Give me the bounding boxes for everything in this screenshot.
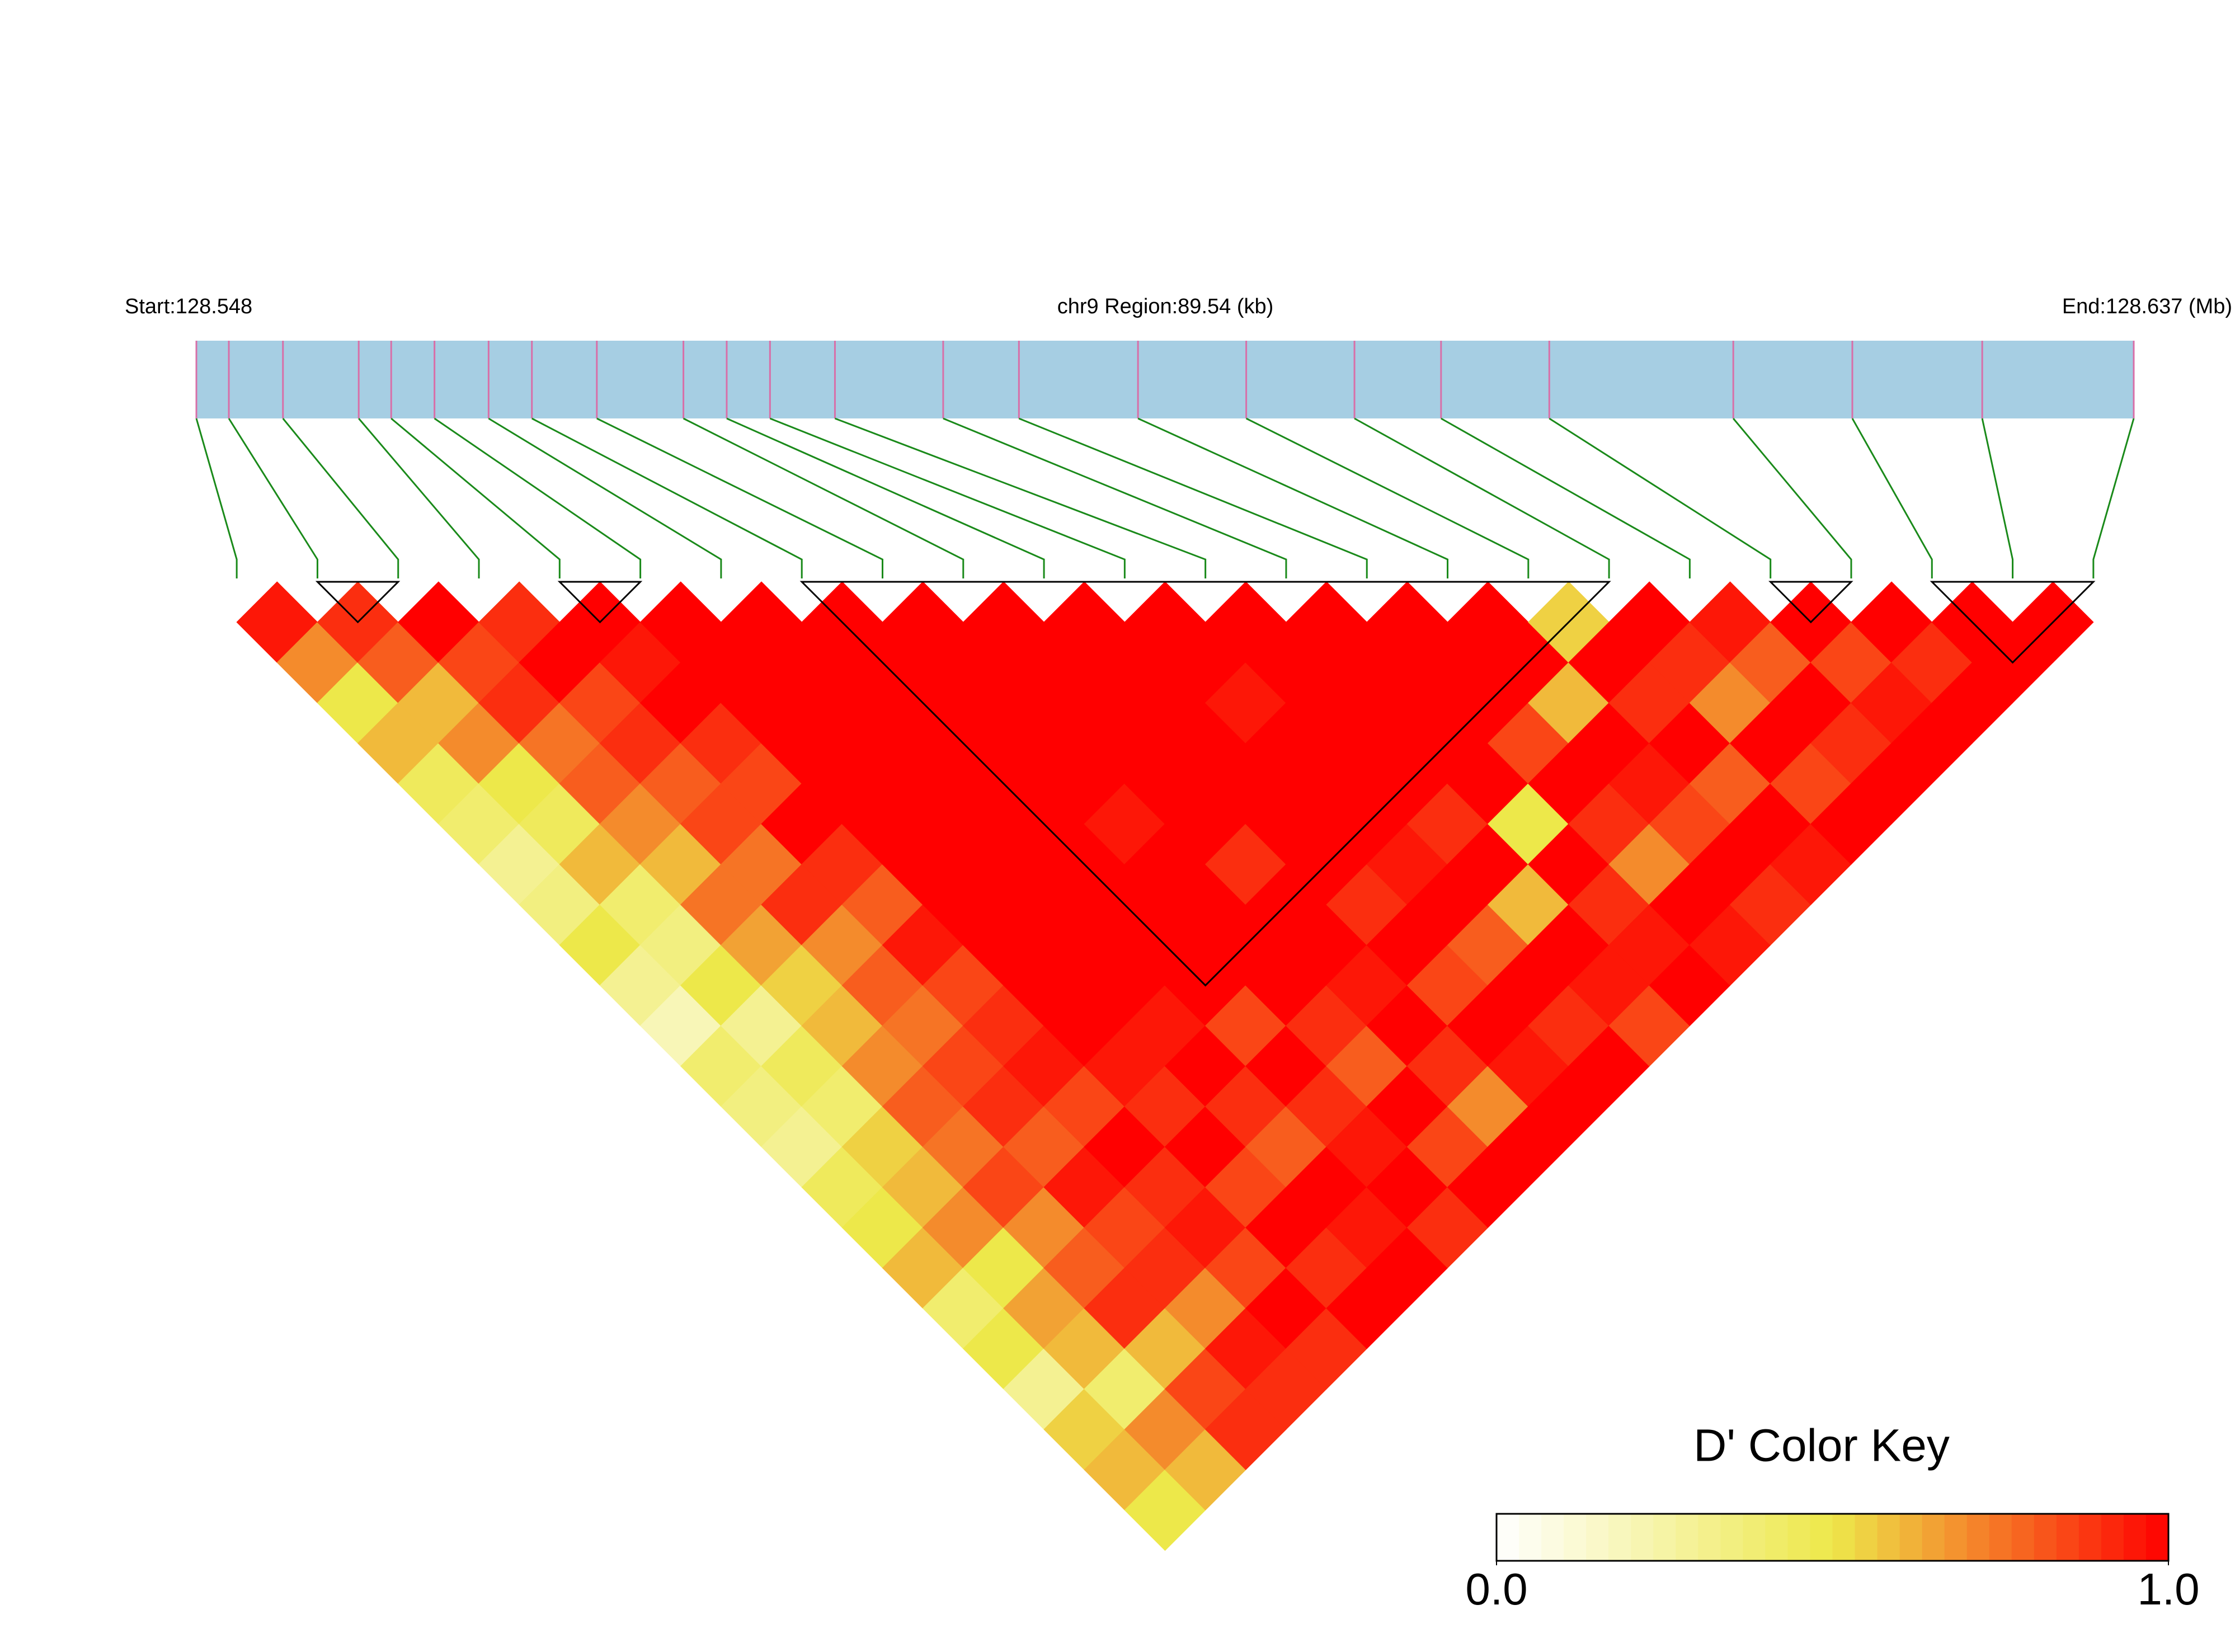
ld-cells: [236, 581, 2094, 1551]
color-key-step: [1944, 1514, 1968, 1561]
color-key-step: [2011, 1514, 2035, 1561]
color-key-step: [1743, 1514, 1766, 1561]
start-label: Start:128.548: [125, 295, 252, 318]
color-key-step: [1832, 1514, 1856, 1561]
haplotype-block: [1930, 581, 2096, 664]
snp-connector: [1981, 418, 2014, 578]
color-key-step: [1877, 1514, 1900, 1561]
snp-connector: [1354, 417, 1610, 578]
snp-connector: [1441, 417, 1691, 578]
color-key-step: [2145, 1514, 2169, 1561]
snp-connector: [769, 417, 1126, 578]
color-key-step: [2056, 1514, 2079, 1561]
color-key-step: [1541, 1514, 1564, 1561]
color-key-step: [2123, 1514, 2147, 1561]
snp-connector: [282, 418, 399, 578]
color-key-step: [1899, 1514, 1923, 1561]
region-label: chr9 Region:89.54 (kb): [1057, 295, 1274, 318]
haplotype-block: [799, 581, 1611, 987]
position-bar: [196, 341, 2134, 418]
color-key-step: [1676, 1514, 1698, 1561]
color-key-step: [1922, 1514, 1945, 1561]
snp-connector: [434, 417, 642, 578]
color-key-step: [1787, 1514, 1810, 1561]
end-label: End:128.637 (Mb): [2062, 295, 2232, 318]
snp-connector: [228, 418, 318, 578]
color-key-step: [1698, 1514, 1721, 1561]
color-key-step: [1608, 1514, 1631, 1561]
color-key-step: [1497, 1514, 1519, 1561]
haplotype-block: [1768, 581, 1853, 624]
color-key-title: D' Color Key: [1693, 1420, 1950, 1471]
color-key-tick-label: 1.0: [2137, 1564, 2199, 1614]
snp-connector: [1137, 417, 1449, 578]
snp-connector: [358, 418, 480, 578]
color-key-tick-label: 0.0: [1465, 1564, 1527, 1614]
color-key-step: [1586, 1514, 1609, 1561]
snp-connector: [834, 417, 1207, 578]
snp-connector: [683, 417, 964, 578]
snp-connector: [726, 417, 1045, 578]
color-key-frame: [1495, 1513, 2170, 1562]
color-key-step: [1631, 1514, 1654, 1561]
color-key-step: [2078, 1514, 2102, 1561]
color-key-step: [2101, 1514, 2124, 1561]
color-key-step: [1653, 1514, 1676, 1561]
haplotype-block: [315, 581, 401, 624]
color-key-step: [1966, 1514, 1990, 1561]
snp-connector: [195, 418, 238, 578]
snp-connector: [390, 417, 561, 578]
snp-connector: [1549, 417, 1772, 578]
color-key-step: [1855, 1514, 1878, 1561]
snp-connector: [1018, 417, 1368, 578]
color-key-step: [2034, 1514, 2057, 1561]
snp-connector: [531, 417, 803, 578]
color-key-step: [1519, 1514, 1542, 1561]
color-key-step: [1810, 1514, 1833, 1561]
snp-connector: [1851, 418, 1933, 578]
color-key-step: [1989, 1514, 2012, 1561]
snp-connector: [2092, 418, 2135, 578]
haplotype-block: [557, 581, 643, 624]
color-key-step: [1765, 1514, 1788, 1561]
color-key-step: [1564, 1514, 1587, 1561]
snp-connector: [943, 417, 1287, 578]
snp-connector: [488, 417, 722, 578]
snp-connector: [1733, 418, 1852, 578]
snp-connector: [596, 417, 883, 578]
color-key-step: [1720, 1514, 1743, 1561]
snp-connector: [1245, 417, 1530, 578]
